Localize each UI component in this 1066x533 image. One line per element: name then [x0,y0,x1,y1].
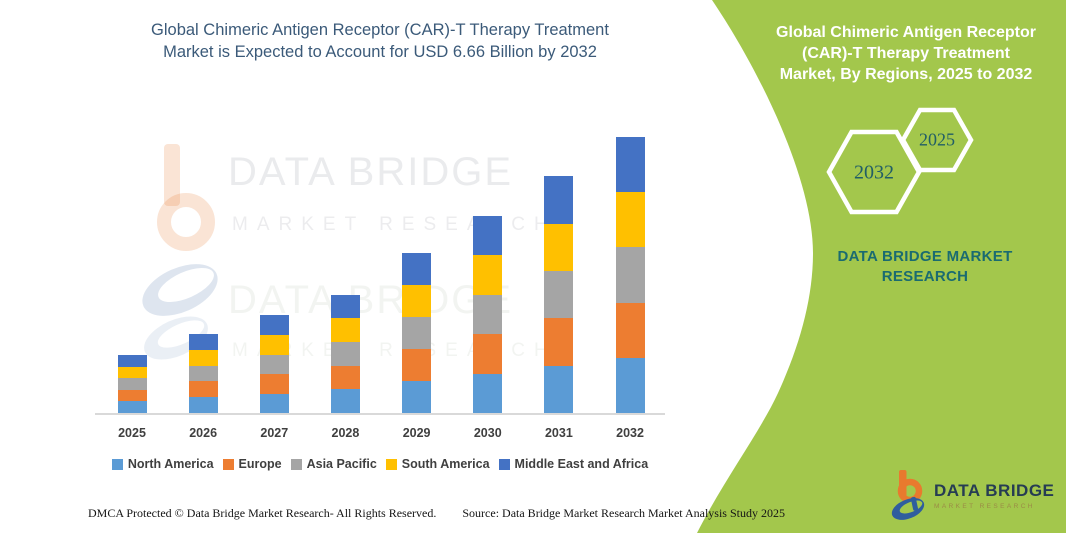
data-bridge-watermark: DATA BRIDGE MARKET RESEARCH DATA BRIDGE … [136,140,548,370]
bar-segment-middle-east-and-africa-2028 [330,294,360,319]
bar-segment-south-america-2031 [544,223,574,272]
x-axis-labels: 2025 2026 2027 2028 2029 2030 2031 2032 [95,426,665,444]
bar-segment-south-america-2025 [117,366,147,379]
watermark-name-text-repeat: DATA BRIDGE [228,278,514,322]
legend-label: Middle East and Africa [514,457,649,471]
bar-segment-south-america-2030 [473,255,503,295]
logo-text: DATA BRIDGE MARKET RESEARCH [934,481,1054,510]
panel-brand-text: DATA BRIDGE MARKET RESEARCH [837,248,1013,285]
bar-segment-south-america-2028 [330,318,360,343]
bar-segment-europe-2029 [402,349,432,382]
x-axis-label-2026: 2026 [189,426,218,440]
bar-segment-asia-pacific-2025 [117,378,147,390]
bar-segment-middle-east-and-africa-2030 [473,215,503,256]
bar-segment-north-america-2025 [117,401,147,413]
x-axis-label-2027: 2027 [260,426,289,440]
bar-segment-south-america-2027 [259,335,289,355]
chart-plot-area [95,128,665,415]
legend-label: South America [401,457,490,471]
logo-tagline: MARKET RESEARCH [934,502,1035,510]
legend-swatch-icon [222,458,234,470]
legend-item-asia-pacific: Asia Pacific [290,457,377,471]
bar-segment-north-america-2030 [473,373,503,413]
panel-title-line2: (CAR)-T Therapy Treatment [801,45,1011,62]
bar-segment-europe-2028 [330,365,360,390]
panel-title: Global Chimeric Antigen Receptor (CAR)-T… [746,22,1066,85]
legend-item-middle-east-and-africa: Middle East and Africa [498,457,649,471]
bar-segment-north-america-2026 [188,397,218,413]
logo-name: DATA BRIDGE [934,480,1055,500]
bar-segment-europe-2032 [615,302,645,358]
x-axis-label-2025: 2025 [118,426,146,440]
bar-segment-asia-pacific-2029 [402,317,432,350]
watermark-tagline-text: MARKET RESEARCH [232,214,557,235]
legend-label: Europe [238,457,282,471]
watermark-tagline-text-repeat: MARKET RESEARCH [232,340,557,361]
x-axis-label-2032: 2032 [616,426,644,440]
page-title: Global Chimeric Antigen Receptor (CAR)-T… [55,19,705,63]
legend-swatch-icon [498,458,510,470]
dmca-text: DMCA Protected © Data Bridge Market Rese… [88,506,437,520]
hexagon-year-2032: 2032 [854,161,894,184]
bar-segment-middle-east-and-africa-2027 [259,315,289,335]
hexagon-year-2025: 2025 [919,129,955,150]
bar-segment-europe-2026 [188,381,218,398]
watermark-name-text: DATA BRIDGE [228,150,514,194]
hexagon-2025-icon [900,107,974,173]
legend-swatch-icon [111,458,123,470]
bar-segment-north-america-2028 [330,389,360,413]
bar-segment-asia-pacific-2026 [188,365,218,382]
bar-segment-north-america-2032 [615,357,645,413]
x-axis-label-2028: 2028 [331,426,360,440]
panel-title-line3: Market, By Regions, 2025 to 2032 [779,66,1033,83]
bar-segment-asia-pacific-2032 [615,247,645,303]
legend-item-north-america: North America [111,457,214,471]
bar-segment-europe-2030 [473,334,503,374]
bar-segment-middle-east-and-africa-2031 [544,176,574,224]
x-axis-label-2030: 2030 [473,426,502,440]
legend-item-europe: Europe [222,457,282,471]
bar-segment-north-america-2031 [544,365,574,413]
bar-segment-asia-pacific-2028 [330,342,360,366]
bar-segment-north-america-2029 [402,381,432,413]
data-bridge-logo: DATA BRIDGE MARKET RESEARCH [891,469,1054,521]
bar-segment-south-america-2032 [615,192,645,248]
bar-segment-europe-2025 [117,389,147,402]
bar-segment-middle-east-and-africa-2029 [402,253,432,286]
legend-swatch-icon [385,458,397,470]
panel-title-line1: Global Chimeric Antigen Receptor [776,24,1036,41]
bar-segment-middle-east-and-africa-2025 [117,354,147,367]
legend-swatch-icon [290,458,302,470]
legend-label: Asia Pacific [306,457,377,471]
bar-segment-south-america-2029 [402,285,432,318]
source-text: Source: Data Bridge Market Research Mark… [462,506,785,520]
bar-segment-asia-pacific-2030 [473,294,503,335]
bar-segment-south-america-2026 [188,349,218,366]
bar-segment-middle-east-and-africa-2026 [188,334,218,350]
page-title-line1: Global Chimeric Antigen Receptor (CAR)-T… [151,21,609,39]
bar-segment-europe-2027 [259,374,289,394]
bar-segment-europe-2031 [544,318,574,366]
legend-item-south-america: South America [385,457,490,471]
bar-segment-north-america-2027 [259,393,289,413]
chart-legend: North America Europe Asia Pacific South Ame… [30,457,730,471]
bar-segment-asia-pacific-2031 [544,271,574,319]
bar-segment-asia-pacific-2027 [259,354,289,374]
data-bridge-logo-icon [891,470,925,520]
hexagons-graphic [826,107,974,215]
x-axis-label-2031: 2031 [544,426,573,440]
x-axis-label-2029: 2029 [402,426,431,440]
legend-label: North America [127,457,214,471]
page-title-line2: Market is Expected to Account for USD 6.… [163,43,597,61]
footer: DMCA Protected © Data Bridge Market Rese… [88,506,785,521]
bar-segment-middle-east-and-africa-2032 [615,136,645,193]
